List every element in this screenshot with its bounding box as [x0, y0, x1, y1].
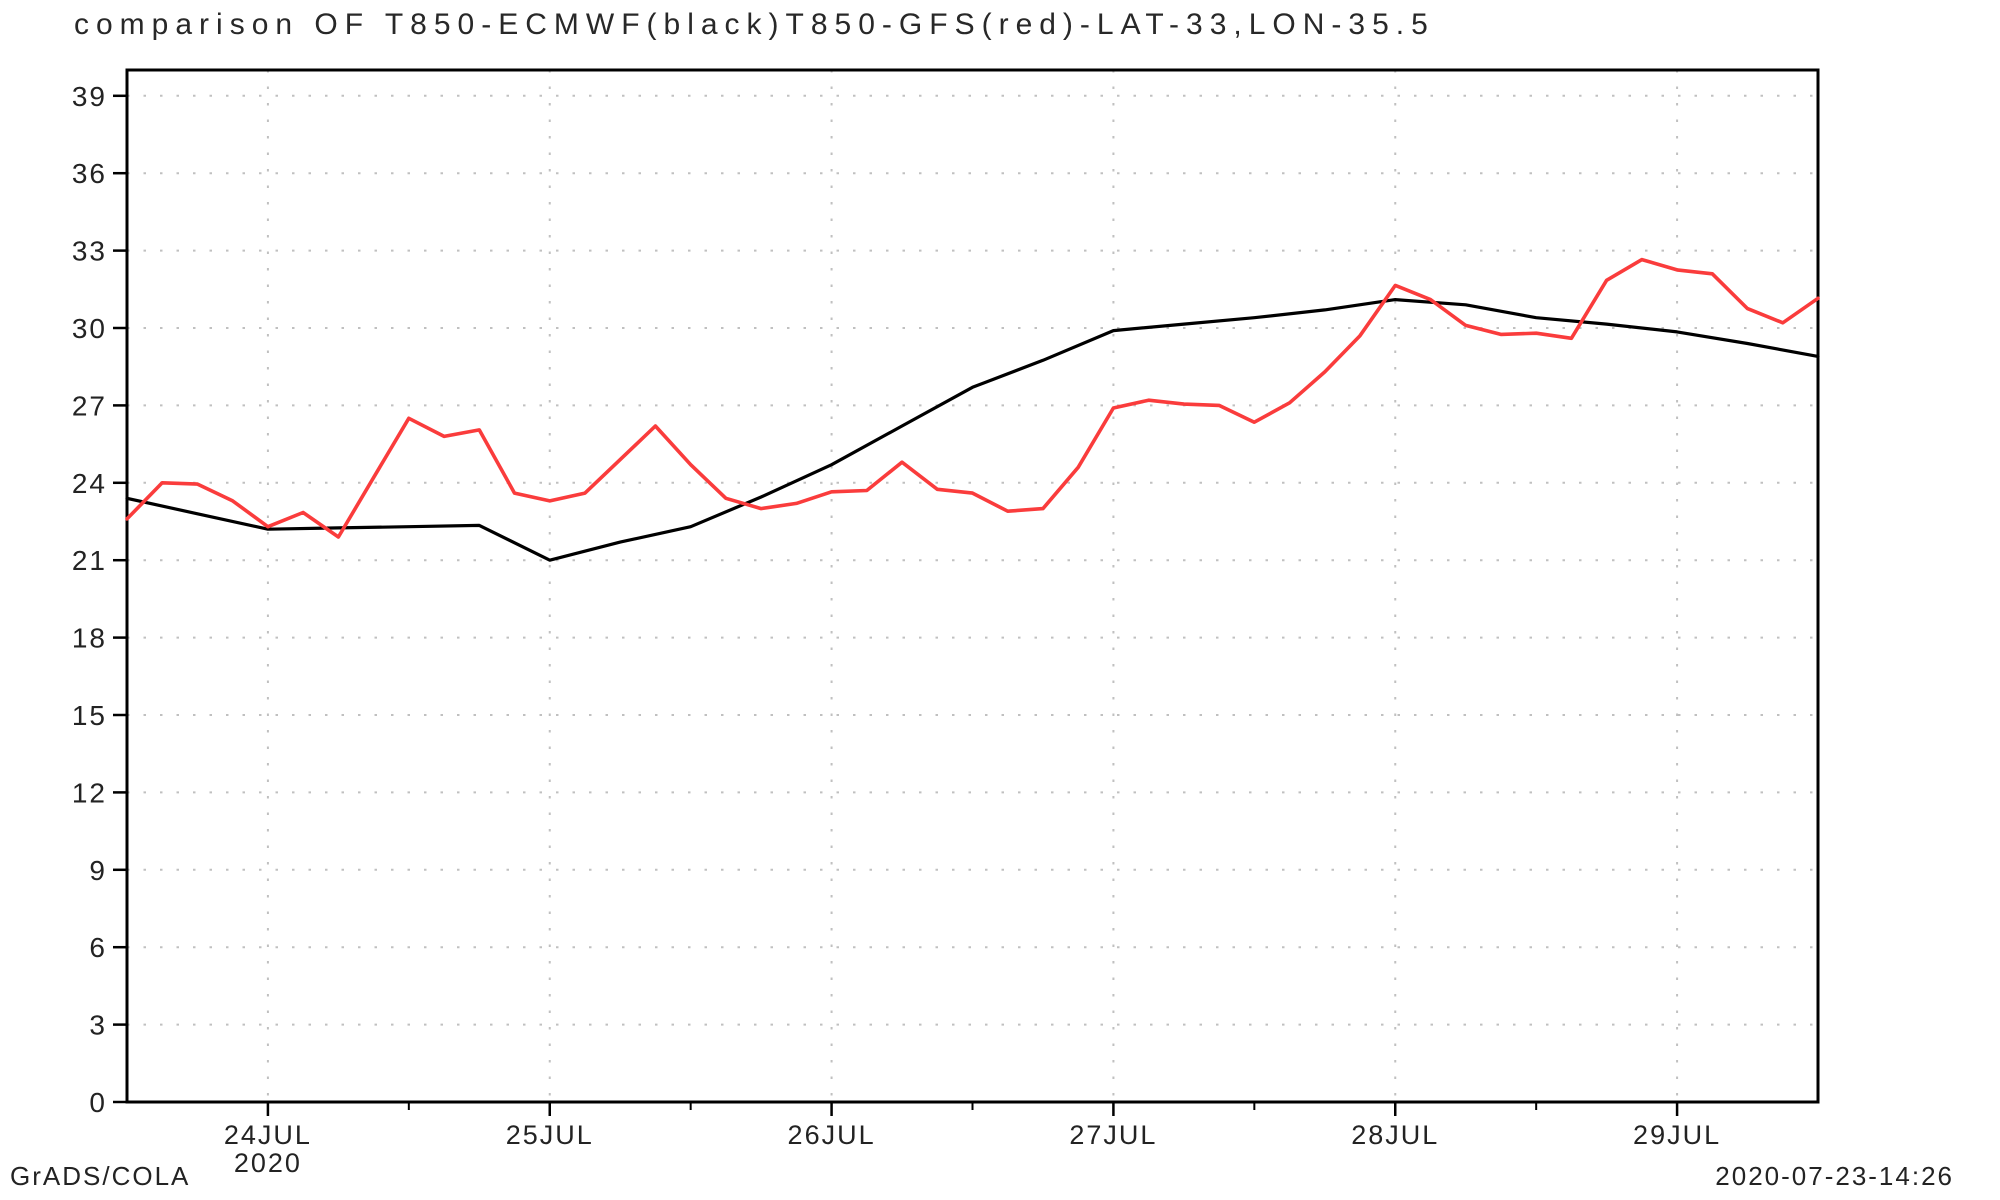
grads-credit-label: GrADS/COLA [10, 1161, 191, 1191]
y-tick-label: 39 [72, 81, 107, 112]
y-tick-label: 15 [72, 700, 107, 731]
y-tick-label: 21 [72, 545, 107, 576]
t850-ecmwf-series-line [125, 298, 1820, 562]
timestamp-label: 2020-07-23-14:26 [1715, 1161, 1954, 1191]
y-tick-label: 30 [72, 313, 107, 344]
y-tick-label: 3 [89, 1010, 107, 1041]
y-tick-label: 33 [72, 236, 107, 267]
x-tick-label: 29JUL [1633, 1120, 1721, 1150]
x-tick-label: 24JUL [224, 1120, 312, 1150]
x-axis-year-label: 2020 [234, 1148, 302, 1178]
x-tick-label: 25JUL [506, 1120, 594, 1150]
chart-title: comparison OF T850-ECMWF(black)T850-GFS(… [74, 8, 1435, 41]
y-tick-label: 24 [72, 468, 107, 499]
y-tick-label: 18 [72, 623, 107, 654]
y-tick-label: 12 [72, 777, 107, 808]
y-tick-label: 27 [72, 390, 107, 421]
x-tick-label: 27JUL [1069, 1120, 1157, 1150]
x-tick-label: 28JUL [1351, 1120, 1439, 1150]
y-tick-label: 0 [89, 1087, 107, 1118]
y-tick-label: 36 [72, 158, 107, 189]
y-tick-label: 9 [89, 855, 107, 886]
x-tick-label: 26JUL [788, 1120, 876, 1150]
y-tick-label: 6 [89, 932, 107, 963]
t850-gfs-series-line [125, 257, 1820, 539]
